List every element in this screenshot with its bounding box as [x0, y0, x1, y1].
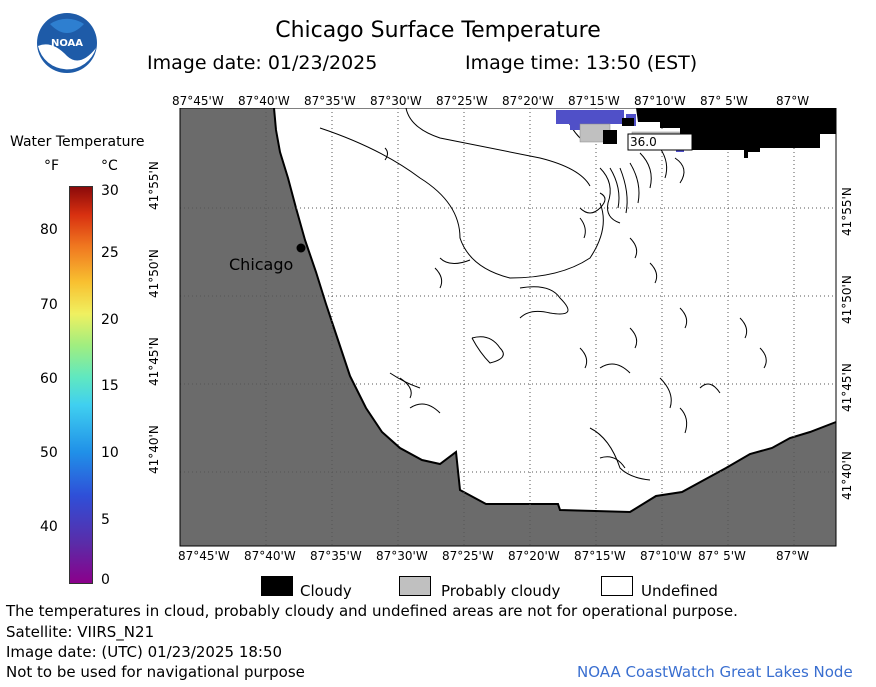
image-time: Image time: 13:50 (EST) [465, 52, 698, 74]
scale-unit-f: °F [44, 158, 60, 174]
legend-swatch-cloudy [261, 576, 293, 596]
temp-label-box [627, 133, 693, 151]
image-date: Image date: 01/23/2025 [147, 52, 378, 74]
lon-label-bottom: 87°20'W [508, 549, 560, 563]
lon-label-bottom: 87° 5'W [698, 549, 746, 563]
city-marker [296, 243, 306, 253]
cloudy-area [636, 108, 836, 158]
temp-label: 36.0 [630, 135, 657, 149]
lon-label-top: 87°15'W [568, 94, 620, 108]
footer-satellite: Satellite: VIIRS_N21 [6, 623, 155, 641]
lon-label-top: 87°30'W [370, 94, 422, 108]
scale-unit-c: °C [101, 158, 118, 174]
color-scale-bar [69, 186, 93, 584]
c-tick-0: 0 [101, 572, 110, 588]
city-label: Chicago [229, 255, 293, 274]
legend-label-probably-cloudy: Probably cloudy [441, 582, 561, 600]
f-tick-50: 50 [40, 445, 58, 461]
c-tick-10: 10 [101, 445, 119, 461]
lon-label-top: 87°45'W [172, 94, 224, 108]
lon-label-top: 87°W [776, 94, 810, 108]
noaa-logo: NOAA [36, 12, 98, 74]
cloudy-area [622, 118, 634, 126]
lat-label-left: 41°50'N [147, 249, 161, 298]
lon-label-bottom: 87°30'W [376, 549, 428, 563]
lon-label-bottom: 87°35'W [310, 549, 362, 563]
lat-label-left: 41°55'N [147, 161, 161, 210]
page-title: Chicago Surface Temperature [275, 18, 601, 43]
lon-label-top: 87°35'W [304, 94, 356, 108]
lon-label-bottom: 87°40'W [244, 549, 296, 563]
lat-label-left: 41°45'N [147, 337, 161, 386]
lat-label-right: 41°50'N [840, 275, 854, 324]
f-tick-40: 40 [40, 519, 58, 535]
lat-label-left: 41°40'N [147, 425, 161, 474]
footer-credit: NOAA CoastWatch Great Lakes Node [577, 663, 853, 681]
footer-nav-warning: Not to be used for navigational purpose [6, 663, 305, 681]
lon-label-top: 87°10'W [634, 94, 686, 108]
lon-label-bottom: 87°10'W [640, 549, 692, 563]
c-tick-15: 15 [101, 378, 119, 394]
legend-swatch-undefined [601, 576, 633, 596]
lon-label-top: 87°20'W [502, 94, 554, 108]
legend-label-cloudy: Cloudy [300, 582, 352, 600]
lon-label-bottom: 87°15'W [574, 549, 626, 563]
temperature-contours [319, 108, 767, 481]
lon-label-bottom: 87°25'W [442, 549, 494, 563]
lon-label-bottom: 87°45'W [178, 549, 230, 563]
grid-lines [180, 108, 836, 546]
land-area [180, 108, 836, 546]
f-tick-70: 70 [40, 297, 58, 313]
lon-label-top: 87°25'W [436, 94, 488, 108]
f-tick-80: 80 [40, 222, 58, 238]
lat-label-right: 41°45'N [840, 363, 854, 412]
c-tick-20: 20 [101, 312, 119, 328]
footer-note: The temperatures in cloud, probably clou… [6, 602, 738, 620]
c-tick-5: 5 [101, 512, 110, 528]
f-tick-60: 60 [40, 371, 58, 387]
lon-label-top: 87° 5'W [700, 94, 748, 108]
c-tick-30: 30 [101, 183, 119, 199]
noaa-logo-icon: NOAA [37, 13, 97, 73]
lon-label-bottom: 87°W [776, 549, 810, 563]
lon-label-top: 87°40'W [238, 94, 290, 108]
legend-swatch-probably-cloudy [399, 576, 431, 596]
legend-label-undefined: Undefined [641, 582, 718, 600]
map-frame [179, 108, 837, 547]
cloudy-area [603, 130, 617, 144]
footer-utc-date: Image date: (UTC) 01/23/2025 18:50 [6, 643, 283, 661]
logo-text: NOAA [51, 38, 83, 49]
c-tick-25: 25 [101, 245, 119, 261]
map-panel: 36.0 Chicago [179, 108, 837, 547]
lat-label-right: 41°40'N [840, 451, 854, 500]
scale-title: Water Temperature [10, 134, 145, 150]
coastline [273, 108, 837, 514]
lat-label-right: 41°55'N [840, 187, 854, 236]
